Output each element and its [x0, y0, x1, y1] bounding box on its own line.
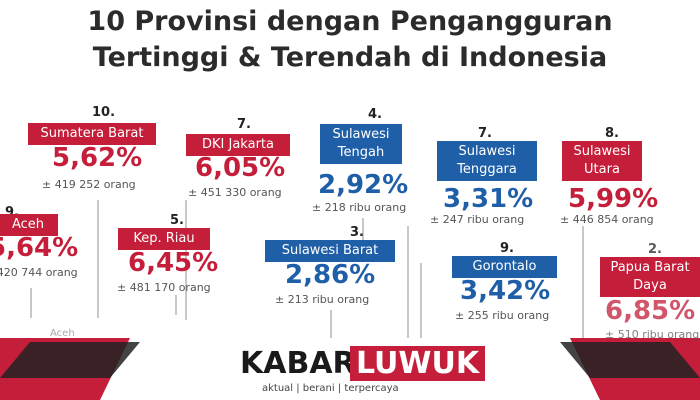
- count: ± 213 ribu orang: [275, 293, 370, 306]
- rate: 3,42%: [460, 276, 551, 306]
- province-label: Aceh: [0, 214, 58, 236]
- province-label: Sulawesi Tengah: [320, 124, 402, 164]
- rank: 5.: [170, 213, 184, 228]
- province-label: Kep. Riau: [118, 228, 210, 250]
- count: ± 451 330 orang: [188, 186, 282, 199]
- connector: [175, 295, 177, 315]
- count: ± 510 ribu orang: [605, 328, 700, 341]
- rate: 3,31%: [443, 184, 534, 214]
- rank: 3.: [350, 225, 364, 240]
- province-label: Sulawesi Utara: [562, 141, 642, 181]
- count: ± 419 252 orang: [42, 178, 136, 191]
- connector: [407, 226, 409, 338]
- rank: 9.: [500, 241, 514, 256]
- count: ± 218 ribu orang: [312, 201, 407, 214]
- rate: 5,62%: [52, 143, 143, 173]
- rate: 6,45%: [128, 248, 219, 278]
- province-label: Sulawesi Barat: [265, 240, 395, 262]
- brand: KABAR: [240, 346, 356, 381]
- count: ± 481 170 orang: [117, 281, 211, 294]
- province-label: Papua Barat Daya: [600, 257, 700, 297]
- province-label: Sulawesi Tenggara: [437, 141, 537, 181]
- brand: LUWUK: [350, 346, 486, 381]
- rate: 2,92%: [318, 170, 409, 200]
- province-label: Gorontalo: [452, 256, 557, 278]
- map-label: Aceh: [50, 328, 75, 339]
- connector: [420, 263, 422, 338]
- rank: 7.: [478, 126, 492, 141]
- count: ± 255 ribu orang: [455, 309, 550, 322]
- connector: [30, 288, 32, 318]
- rank: 8.: [605, 126, 619, 141]
- rate: 5,64%: [0, 233, 79, 263]
- connector: [362, 218, 364, 240]
- count: ± 247 ribu orang: [430, 213, 525, 226]
- rank: 7.: [237, 117, 251, 132]
- rank: 10.: [92, 105, 116, 120]
- count: ± 420 744 orang: [0, 266, 78, 279]
- connector: [330, 310, 332, 338]
- rate: 2,86%: [285, 260, 376, 290]
- province-label: DKI Jakarta: [186, 134, 290, 156]
- connector: [582, 226, 584, 338]
- title: 10 Provinsi dengan Pengangguran: [87, 6, 613, 37]
- rank: 2.: [648, 242, 662, 257]
- rate: 6,05%: [195, 153, 286, 183]
- tagline: aktual | berani | terpercaya: [262, 383, 399, 394]
- rate: 5,99%: [568, 184, 659, 214]
- province-label: Sumatera Barat: [28, 123, 156, 145]
- title: Tertinggi & Terendah di Indonesia: [92, 42, 608, 73]
- connector: [97, 200, 99, 318]
- rank: 4.: [368, 107, 382, 122]
- rate: 6,85%: [605, 296, 696, 326]
- connector: [185, 200, 187, 320]
- count: ± 446 854 orang: [560, 213, 654, 226]
